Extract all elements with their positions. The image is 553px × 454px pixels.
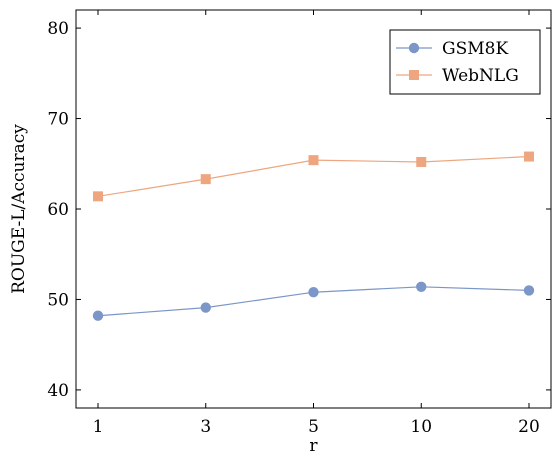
legend-marker (409, 70, 419, 80)
legend-box (389, 29, 541, 95)
y-tick-label: 40 (47, 381, 69, 401)
x-axis-title: r (309, 436, 318, 454)
data-point-gsm8k (416, 281, 427, 292)
data-point-gsm8k (200, 302, 211, 313)
x-tick-label: 3 (200, 417, 211, 437)
series-gsm8k (92, 281, 535, 321)
data-point-webnlg (416, 156, 427, 167)
y-tick-label: 80 (47, 19, 69, 39)
y-tick-label: 50 (47, 290, 69, 310)
y-axis-title: ROUGE-L/Accuracy (9, 124, 29, 294)
x-tick-label: 10 (410, 417, 432, 437)
y-tick-label: 60 (47, 200, 69, 220)
data-point-webnlg (308, 155, 319, 166)
legend: GSM8K WebNLG (389, 29, 541, 95)
legend-marker (408, 42, 420, 54)
data-point-webnlg (93, 191, 103, 202)
x-tick-label: 5 (308, 417, 319, 437)
data-point-gsm8k (523, 285, 535, 296)
data-point-webnlg (200, 174, 211, 185)
data-point-gsm8k (308, 287, 319, 298)
data-point-webnlg (524, 151, 534, 162)
series-webnlg (93, 151, 534, 202)
series-layer (92, 151, 535, 321)
legend-item-gsm8k: GSM8K (396, 39, 508, 59)
legend-label: GSM8K (442, 39, 508, 59)
x-tick-label: 20 (518, 417, 540, 437)
data-point-gsm8k (92, 310, 104, 321)
axes: 40 50 60 70 80 1 3 5 10 20 r ROUGE-L/Accuracy (9, 9, 552, 454)
legend-label: WebNLG (442, 66, 519, 86)
y-tick-label: 70 (47, 110, 69, 130)
x-tick-label: 1 (93, 417, 104, 437)
legend-item-webnlg: WebNLG (396, 66, 519, 86)
